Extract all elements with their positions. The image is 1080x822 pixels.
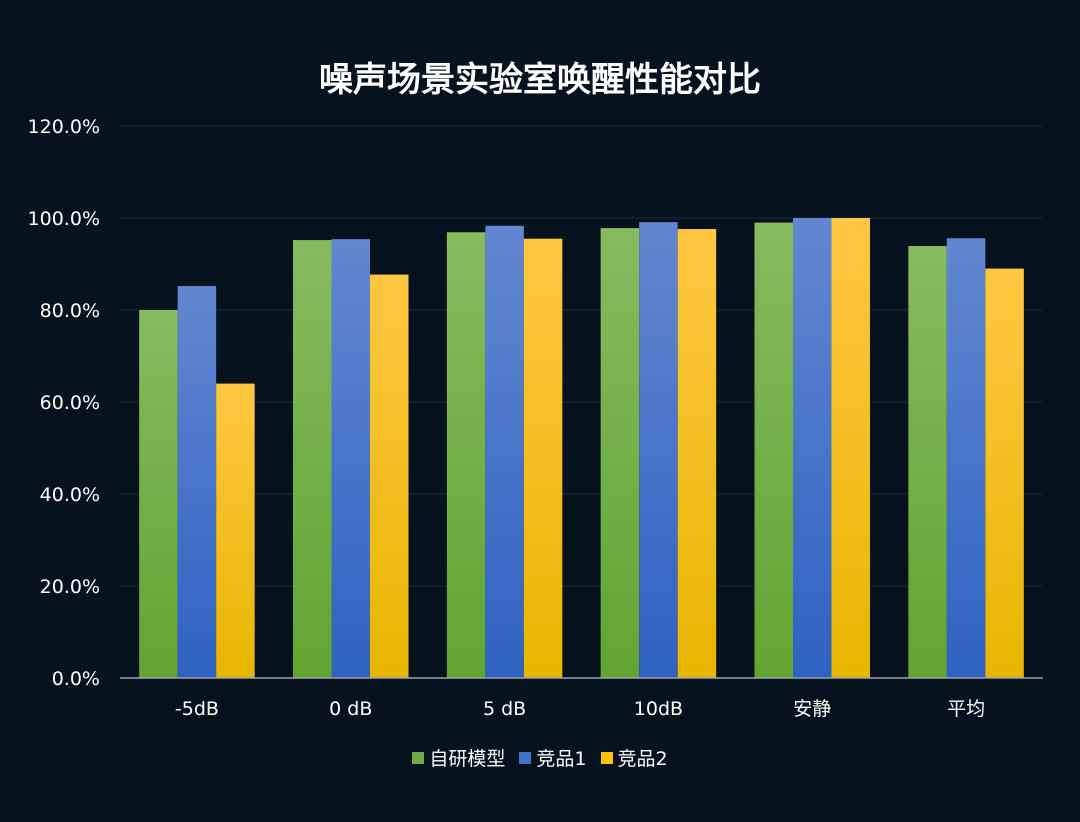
y-tick-label: 20.0% — [40, 576, 100, 598]
legend-swatch — [412, 751, 425, 764]
legend-item: 自研模型 — [412, 744, 505, 771]
x-tick-label: 5 dB — [483, 698, 526, 720]
legend-label: 竞品2 — [617, 748, 668, 770]
legend-label: 竞品1 — [536, 748, 587, 770]
legend-item: 竞品2 — [600, 744, 668, 771]
bar-自研模型-安静 — [754, 222, 793, 678]
x-tick-label: 10dB — [634, 698, 683, 720]
bar-竞品1-5 dB — [485, 225, 524, 678]
y-tick-label: 80.0% — [40, 300, 100, 322]
legend: 自研模型 竞品1 竞品2 — [0, 744, 1080, 771]
bar-自研模型-0 dB — [293, 240, 332, 678]
legend-label: 自研模型 — [429, 748, 506, 770]
bar-竞品2-平均 — [985, 268, 1024, 678]
y-tick-label: 40.0% — [40, 484, 100, 506]
legend-swatch — [600, 751, 613, 764]
y-tick-label: 100.0% — [28, 208, 100, 230]
x-tick-label: -5dB — [175, 698, 219, 720]
bar-竞品1-安静 — [793, 218, 832, 678]
chart-title: 噪声场景实验室唤醒性能对比 — [319, 60, 761, 100]
legend-item: 竞品1 — [519, 744, 587, 771]
x-tick-label: 安静 — [793, 698, 831, 720]
bar-自研模型-10dB — [600, 228, 640, 678]
bar-自研模型-平均 — [908, 246, 947, 678]
bar-竞品1--5dB — [177, 286, 217, 678]
x-tick-label: 平均 — [947, 698, 985, 720]
bar-竞品2-10dB — [677, 229, 717, 679]
bar-竞品2-安静 — [831, 218, 870, 678]
bar-自研模型-5 dB — [446, 232, 486, 678]
bar-竞品1-10dB — [639, 222, 678, 678]
bar-竞品2-5 dB — [523, 238, 563, 678]
bar-自研模型--5dB — [139, 310, 178, 678]
x-tick-label: 0 dB — [329, 698, 372, 720]
bar-竞品2-0 dB — [370, 274, 409, 678]
bar-竞品1-0 dB — [331, 239, 370, 678]
y-tick-label: 60.0% — [40, 392, 100, 414]
bar-竞品1-平均 — [946, 238, 986, 679]
bar-竞品2--5dB — [216, 383, 255, 678]
legend-swatch — [519, 751, 532, 764]
y-tick-label: 120.0% — [28, 116, 100, 138]
y-tick-label: 0.0% — [52, 668, 100, 690]
